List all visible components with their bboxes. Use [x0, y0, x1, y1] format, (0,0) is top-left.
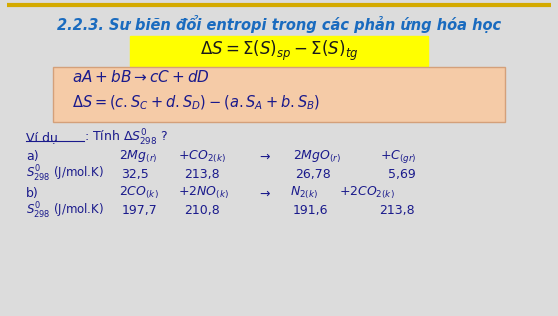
Text: : Tính $\Delta S^0_{298}$ ?: : Tính $\Delta S^0_{298}$ ? [84, 128, 169, 148]
Text: 26,78: 26,78 [295, 168, 331, 181]
Text: 213,8: 213,8 [379, 204, 415, 217]
Text: $\Delta S = \Sigma(S)_{sp} - \Sigma(S)_{tg}$: $\Delta S = \Sigma(S)_{sp} - \Sigma(S)_{… [200, 39, 358, 63]
Text: $2CO_{(k)}$: $2CO_{(k)}$ [119, 185, 158, 201]
Text: $2MgO_{(r)}$: $2MgO_{(r)}$ [292, 148, 341, 165]
Text: 210,8: 210,8 [184, 204, 220, 217]
Text: 5,69: 5,69 [388, 168, 416, 181]
Text: $+ 2CO_{2(k)}$: $+ 2CO_{2(k)}$ [339, 185, 395, 201]
Text: $+ CO_{2(k)}$: $+ CO_{2(k)}$ [179, 148, 226, 165]
Text: $+ 2NO_{(k)}$: $+ 2NO_{(k)}$ [179, 185, 229, 201]
Text: $2Mg_{(r)}$: $2Mg_{(r)}$ [119, 148, 157, 165]
Text: Ví dụ: Ví dụ [26, 131, 58, 144]
Text: a): a) [26, 150, 39, 163]
FancyBboxPatch shape [54, 67, 504, 122]
Text: 213,8: 213,8 [184, 168, 219, 181]
Text: $S^0_{298}$ (J/mol.K): $S^0_{298}$ (J/mol.K) [26, 164, 104, 184]
Text: 191,6: 191,6 [292, 204, 328, 217]
Text: 32,5: 32,5 [122, 168, 149, 181]
Text: $\Delta S = (c.S_C + d.S_D) - (a.S_A + b.S_B)$: $\Delta S = (c.S_C + d.S_D) - (a.S_A + b… [73, 94, 321, 112]
Text: $aA + bB \rightarrow cC + dD$: $aA + bB \rightarrow cC + dD$ [73, 69, 210, 85]
Text: 2.2.3. Sư biẽn đổi entropi trong các phản ứng hóa học: 2.2.3. Sư biẽn đổi entropi trong các phả… [57, 15, 501, 33]
Text: $\rightarrow$: $\rightarrow$ [257, 186, 272, 200]
Text: 197,7: 197,7 [122, 204, 157, 217]
Text: b): b) [26, 186, 39, 200]
Text: $N_{2(k)}$: $N_{2(k)}$ [290, 185, 318, 201]
Text: $S^0_{298}$ (J/mol.K): $S^0_{298}$ (J/mol.K) [26, 201, 104, 221]
Text: $+ C_{(gr)}$: $+ C_{(gr)}$ [379, 148, 416, 165]
FancyBboxPatch shape [129, 36, 429, 66]
Text: $\rightarrow$: $\rightarrow$ [257, 150, 272, 163]
